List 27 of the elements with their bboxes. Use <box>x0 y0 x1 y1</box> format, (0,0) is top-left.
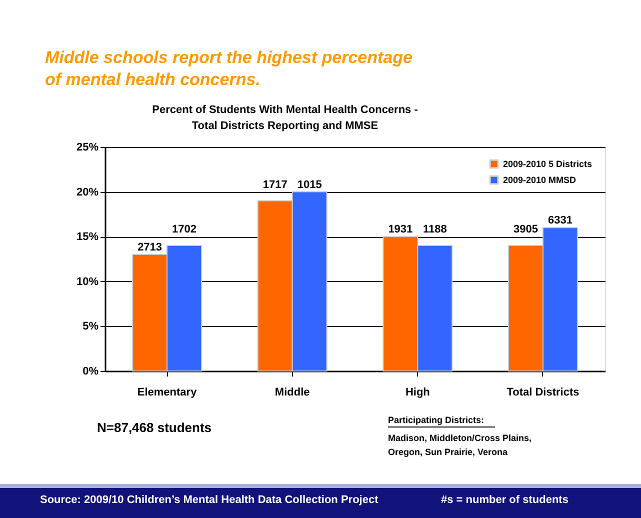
x-tick-label: High <box>405 386 430 398</box>
legend-label: 2009-2010 5 Districts <box>503 159 592 169</box>
x-tick-label: Middle <box>274 386 310 398</box>
y-tick-label: 25% <box>76 142 99 154</box>
y-tick-label: 0% <box>82 366 99 378</box>
annotation: 1188 <box>422 224 447 236</box>
text: Madison, Middleton/Cross Plains, Oregon, Sun Prairie, Verona <box>388 433 532 457</box>
annotation: 1717 <box>262 178 288 191</box>
y-tick-label: 5% <box>82 320 99 333</box>
annotation: 1702 <box>172 224 197 236</box>
annotation: 1931 <box>388 224 413 236</box>
legend-label: 2009-2010 MMSD <box>503 175 577 185</box>
annotation: 3905 <box>513 224 538 236</box>
y-tick-label: 15% <box>76 231 99 244</box>
text: N=87,468 students <box>97 420 212 435</box>
annotation: 1015 <box>297 178 322 191</box>
y-tick-label: 10% <box>76 276 99 288</box>
x-tick-label: Total Districts <box>506 386 580 398</box>
x-tick-label: Elementary <box>137 386 198 398</box>
source-note: Source: 2009/10 Children’s Mental Health Data Collection Project <box>40 494 379 506</box>
annotation: 2713 <box>138 242 162 254</box>
text: Participating Districts: <box>388 415 484 425</box>
chart-subtitle: Percent of Students With Mental Health Concerns - Total Districts Reporting and MMSE <box>152 104 418 132</box>
y-tick-label: 20% <box>76 186 99 198</box>
text: #s = number of students <box>441 494 568 506</box>
annotation: 6331 <box>548 214 572 227</box>
chart-title: Middle schools report the highest percentage of mental health concerns. <box>45 48 412 89</box>
